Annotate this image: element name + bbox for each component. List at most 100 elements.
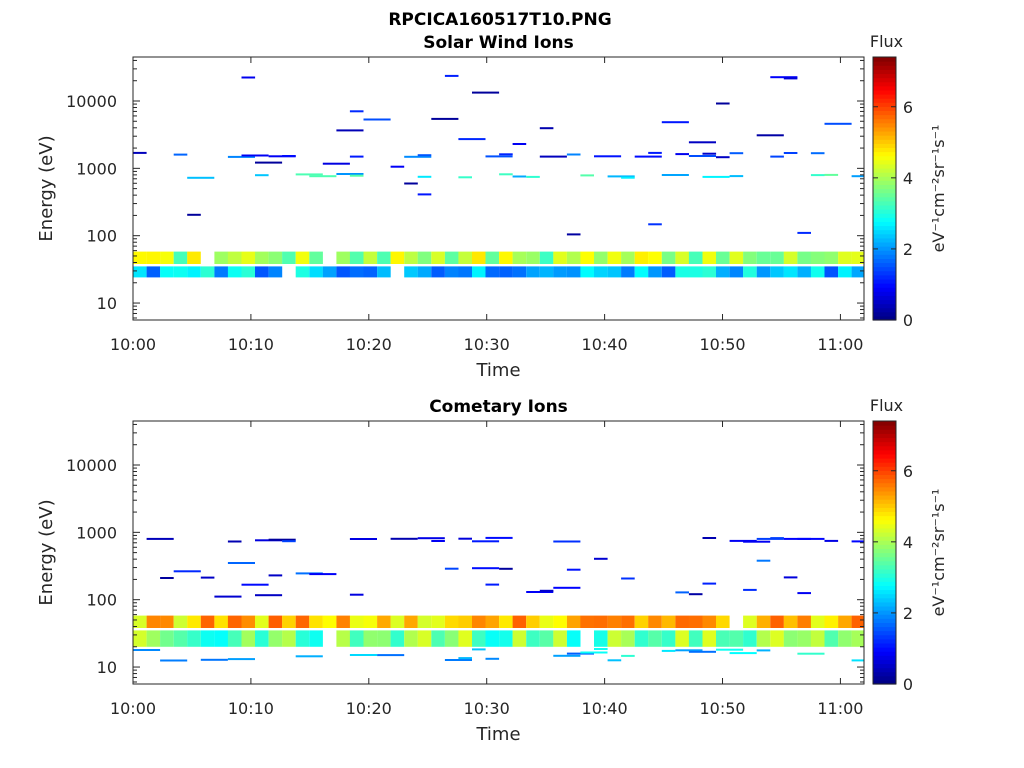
spectrogram-cell [336, 630, 350, 647]
spectrogram-cell [377, 615, 391, 628]
spectrogram-cell [241, 630, 256, 647]
spectrogram-cell [309, 266, 323, 278]
spectrogram-cell [743, 588, 757, 591]
spectrogram-cell [634, 251, 649, 264]
panel-cometary-ions: Cometary Ions 10:00 10:10 10:20 10:30 10:40 10… [36, 396, 948, 745]
colorbar-segment [873, 237, 896, 243]
colorbar-segment [873, 266, 896, 272]
spectrogram-cell [716, 156, 730, 159]
y-tick-label: 1000 [76, 159, 117, 178]
colorbar-segment [873, 659, 896, 665]
spectrogram-cell [756, 537, 784, 540]
colorbar-segment [873, 560, 896, 566]
spectrogram-cells [133, 536, 864, 662]
spectrogram-cell [173, 630, 188, 647]
colorbar-segment [873, 180, 896, 185]
spectrogram-cell [499, 173, 513, 176]
colorbar-frame [872, 420, 897, 685]
spectrogram-cell [390, 537, 418, 540]
spectrogram-cell [472, 540, 500, 543]
spectrogram-cell [349, 266, 364, 278]
spectrogram-cell [553, 266, 567, 278]
colorbar-segment [873, 291, 896, 296]
spectrogram-cell [743, 630, 757, 647]
spectrogram-cell [756, 559, 771, 562]
spectrogram-cell [824, 266, 839, 278]
colorbar-segment [873, 110, 896, 116]
spectrogram-cell [824, 615, 839, 628]
spectrogram-cell [729, 175, 744, 178]
y-tick-label: 100 [86, 591, 117, 610]
colorbar-segment [873, 494, 896, 500]
colorbar-segment [873, 188, 896, 194]
spectrogram-cell [729, 266, 744, 278]
colorbar-segment [873, 618, 896, 623]
y-tick-label: 10000 [66, 92, 117, 111]
colorbar-segment [873, 126, 896, 132]
spectrogram-cell [444, 615, 459, 628]
colorbar-segment [873, 65, 896, 70]
spectrogram-cell [133, 251, 147, 264]
spectrogram-cell [322, 615, 337, 628]
spectrogram-cell [309, 251, 323, 264]
figure-title: RPCICA160517T10.PNG [388, 10, 611, 30]
colorbar-tick-label: 2 [903, 604, 913, 623]
colorbar-segment [873, 258, 896, 264]
spectrogram-cell [472, 251, 486, 264]
colorbar-tick-label: 4 [903, 169, 913, 188]
spectrogram-cell [472, 266, 486, 278]
spectrogram-cell [797, 266, 811, 278]
colorbar-segment [873, 544, 896, 549]
spectrogram-cell [309, 630, 323, 647]
spectrogram-cell [512, 630, 527, 647]
colorbar-segment [873, 552, 896, 558]
spectrogram-cell [770, 155, 784, 158]
spectrogram-cell [458, 176, 472, 179]
spectrogram-cell [838, 615, 852, 628]
spectrogram-cell [607, 266, 622, 278]
spectrogram-cell [851, 615, 864, 628]
spectrogram-cell [390, 630, 405, 647]
spectrogram-cell [702, 152, 717, 155]
spectrogram-cell [716, 251, 730, 264]
plot-area [133, 57, 864, 320]
spectrogram-cell [336, 615, 350, 628]
spectrogram-cell [526, 251, 540, 264]
spectrogram-cell [241, 583, 269, 586]
colorbar-segment [873, 507, 896, 513]
spectrogram-cell [594, 266, 608, 278]
spectrogram-cell [688, 593, 703, 596]
colorbar-segment [873, 647, 896, 652]
colorbar-segment [873, 585, 896, 591]
spectrogram-cell [295, 173, 323, 176]
colorbar-segment [873, 638, 896, 644]
spectrogram-cell [322, 266, 337, 278]
spectrogram-cell [702, 175, 730, 178]
colorbar-segment [873, 466, 896, 471]
spectrogram-cell [349, 654, 377, 656]
spectrogram-cell [783, 152, 798, 154]
colorbar-segment [873, 457, 896, 463]
spectrogram-cell [729, 630, 744, 647]
spectrogram-cell [200, 266, 215, 278]
spectrogram-cell [607, 251, 622, 264]
spectrogram-cell [634, 155, 662, 158]
spectrogram-cell [444, 251, 459, 264]
y-tick-label: 1000 [76, 523, 117, 542]
spectrogram-cell [377, 266, 391, 278]
spectrogram-cell [539, 615, 554, 628]
colorbar-segment [873, 311, 896, 317]
spectrogram-cell [133, 630, 147, 647]
colorbar-segment [873, 93, 896, 99]
spectrogram-cell [716, 615, 730, 628]
x-tick-label: 10:50 [699, 699, 745, 718]
y-tick-label: 10 [97, 294, 117, 313]
spectrogram-cell [499, 615, 513, 628]
spectrogram-cell [363, 630, 378, 647]
spectrogram-cell [810, 615, 825, 628]
spectrogram-cell [485, 251, 500, 264]
spectrogram-cell [282, 251, 296, 264]
spectrogram-cell [255, 594, 283, 597]
colorbar-segment [873, 663, 896, 669]
spectrogram-cell [770, 630, 784, 647]
